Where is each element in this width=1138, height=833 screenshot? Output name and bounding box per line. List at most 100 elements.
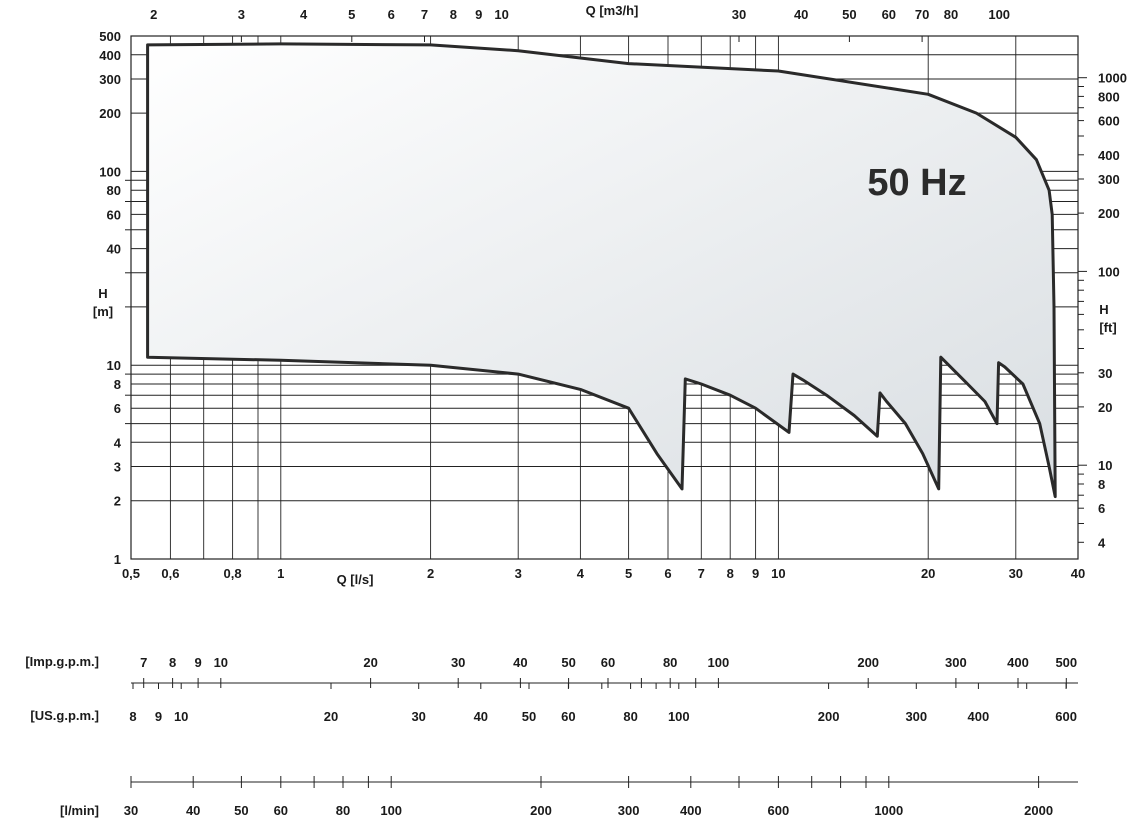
y2-tick-label: 600 xyxy=(1098,114,1120,129)
x2-tick-label: 3 xyxy=(238,7,245,22)
y2-tick-label: 200 xyxy=(1098,206,1120,221)
x-tick-label: 5 xyxy=(625,566,632,581)
scale-label: 10 xyxy=(214,655,228,670)
scale-label: 600 xyxy=(768,803,790,818)
x-tick-label: 10 xyxy=(771,566,785,581)
x2-tick-label: 10 xyxy=(494,7,508,22)
y-axis-title: H xyxy=(98,286,107,301)
x2-tick-label: 80 xyxy=(944,7,958,22)
x2-tick-label: 9 xyxy=(475,7,482,22)
scale-label: 50 xyxy=(522,709,536,724)
scale-label: 7 xyxy=(140,655,147,670)
scale-label: 9 xyxy=(155,709,162,724)
x-tick-label: 9 xyxy=(752,566,759,581)
x2-tick-label: 100 xyxy=(988,7,1010,22)
x-tick-label: 0,6 xyxy=(161,566,179,581)
y-tick-label: 60 xyxy=(107,207,121,222)
x-tick-label: 6 xyxy=(664,566,671,581)
x2-tick-label: 8 xyxy=(450,7,457,22)
y-tick-label: 4 xyxy=(114,435,122,450)
y-tick-label: 10 xyxy=(107,358,121,373)
y-tick-label: 500 xyxy=(99,29,121,44)
scale-label: 60 xyxy=(601,655,615,670)
frequency-annotation: 50 Hz xyxy=(867,162,966,204)
x-tick-label: 8 xyxy=(727,566,734,581)
secondary-flow-scales: [Imp.g.p.m.] 7 8 9 10 20 30 40 50 60 80 100 200 300 40… xyxy=(25,654,1078,818)
y-tick-label: 8 xyxy=(114,377,121,392)
scale-label: 8 xyxy=(129,709,136,724)
x-tick-label: 0,8 xyxy=(224,566,242,581)
scale-label: 600 xyxy=(1055,709,1077,724)
scale-title: [US.g.p.m.] xyxy=(30,708,99,723)
x2-tick-label: 5 xyxy=(348,7,355,22)
y2-tick-label: 10 xyxy=(1098,458,1112,473)
x2-tick-label: 7 xyxy=(421,7,428,22)
scale-label: 2000 xyxy=(1024,803,1053,818)
scale-label: 40 xyxy=(474,709,488,724)
y2-tick-label: 300 xyxy=(1098,172,1120,187)
x2-tick-label: 70 xyxy=(915,7,929,22)
x-tick-label: 2 xyxy=(427,566,434,581)
scale-label: 300 xyxy=(618,803,640,818)
x-tick-label: 0,5 xyxy=(122,566,140,581)
scale-label: 20 xyxy=(363,655,377,670)
plot-frame xyxy=(130,35,1079,560)
scale-title: [l/min] xyxy=(60,803,99,818)
y2-tick-label: 100 xyxy=(1098,264,1120,279)
y2-tick-label: 8 xyxy=(1098,477,1105,492)
x-axis-title: Q [l/s] xyxy=(337,572,374,587)
x-tick-label: 1 xyxy=(277,566,284,581)
x2-tick-label: 2 xyxy=(150,7,157,22)
scale-label: 60 xyxy=(274,803,288,818)
scale-title: [Imp.g.p.m.] xyxy=(25,654,99,669)
scale-label: 200 xyxy=(857,655,879,670)
y-tick-label: 6 xyxy=(114,401,121,416)
y2-tick-label: 30 xyxy=(1098,366,1112,381)
scale-label: 60 xyxy=(561,709,575,724)
y2-axis-title: H xyxy=(1099,302,1108,317)
x-tick-label: 20 xyxy=(921,566,935,581)
x2-axis-title: Q [m3/h] xyxy=(586,3,639,18)
y-tick-label: 80 xyxy=(107,183,121,198)
x2-tick-label: 40 xyxy=(794,7,808,22)
scale-label: 10 xyxy=(174,709,188,724)
x-tick-label: 3 xyxy=(515,566,522,581)
scale-label: 400 xyxy=(1007,655,1029,670)
y-tick-label: 300 xyxy=(99,72,121,87)
scale-label: 30 xyxy=(124,803,138,818)
y-axis-unit: [m] xyxy=(93,304,113,319)
y-tick-label: 100 xyxy=(99,164,121,179)
y2-axis-unit: [ft] xyxy=(1099,320,1116,335)
y2-tick-label: 4 xyxy=(1098,535,1106,550)
scale-label: 100 xyxy=(668,709,690,724)
scale-label: 30 xyxy=(451,655,465,670)
scale-label: 50 xyxy=(234,803,248,818)
y-tick-label: 3 xyxy=(114,460,121,475)
y2-tick-label: 1000 xyxy=(1098,71,1127,86)
scale-label: 9 xyxy=(194,655,201,670)
y-tick-label: 40 xyxy=(107,242,121,257)
y2-tick-label: 800 xyxy=(1098,89,1120,104)
y-tick-label: 400 xyxy=(99,48,121,63)
x2-tick-label: 50 xyxy=(842,7,856,22)
x-tick-label: 4 xyxy=(577,566,585,581)
x-tick-label: 7 xyxy=(698,566,705,581)
scale-label: 300 xyxy=(945,655,967,670)
scale-label: 400 xyxy=(680,803,702,818)
scale-label: 200 xyxy=(818,709,840,724)
x2-tick-label: 4 xyxy=(300,7,308,22)
scale-label: 8 xyxy=(169,655,176,670)
scale-label: 100 xyxy=(708,655,730,670)
y2-tick-label: 6 xyxy=(1098,501,1105,516)
scale-label: 80 xyxy=(663,655,677,670)
tick-labels: 0,5 0,6 0,8 1 2 3 4 5 6 7 8 9 10 20 30 40 Q [l/s] 2 3 4 5 6 7 8… xyxy=(93,3,1127,587)
x2-tick-label: 6 xyxy=(388,7,395,22)
scale-label: 1000 xyxy=(874,803,903,818)
scale-label: 50 xyxy=(561,655,575,670)
scale-label: 300 xyxy=(905,709,927,724)
scale-label: 40 xyxy=(186,803,200,818)
x2-tick-label: 30 xyxy=(732,7,746,22)
scale-label: 40 xyxy=(513,655,527,670)
scale-label: 200 xyxy=(530,803,552,818)
